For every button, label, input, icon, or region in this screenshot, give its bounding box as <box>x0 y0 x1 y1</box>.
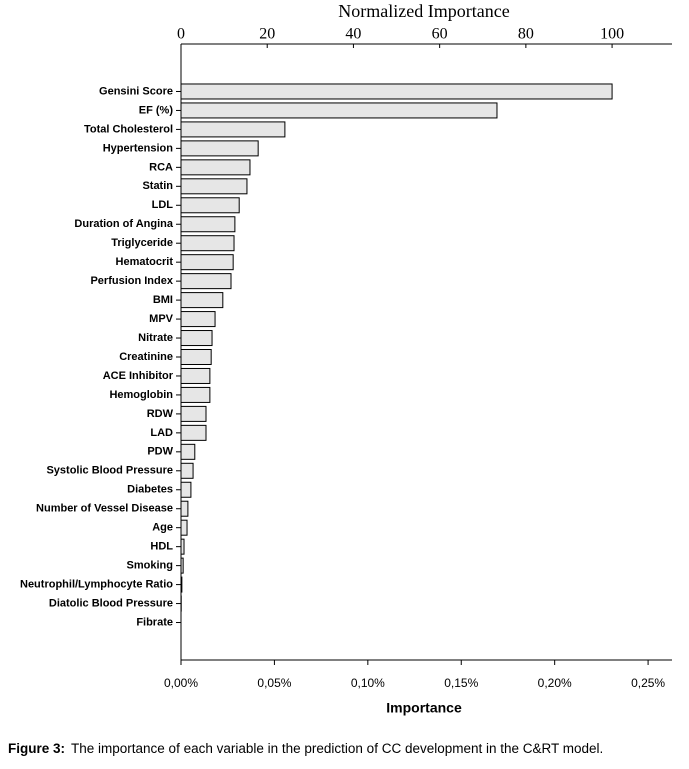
bar <box>181 103 497 118</box>
bar <box>181 217 235 232</box>
y-tick-label: Nitrate <box>138 332 173 344</box>
bar <box>181 122 285 137</box>
y-tick-label: ACE Inhibitor <box>103 370 174 382</box>
bar <box>181 350 211 365</box>
y-tick-label: Age <box>152 522 173 534</box>
y-tick-label: Hypertension <box>103 142 174 154</box>
bar <box>181 444 195 459</box>
y-tick-label: Hemoglobin <box>109 389 173 401</box>
x-tick-label: 60 <box>432 26 448 43</box>
y-tick-label: Fibrate <box>136 616 173 628</box>
bar <box>181 236 234 251</box>
y-tick-label: HDL <box>150 541 173 553</box>
caption-label: Figure 3: <box>8 741 65 756</box>
x-axis-label: Importance <box>386 700 462 716</box>
x-tick-label: 0 <box>177 26 185 43</box>
bar <box>181 160 250 175</box>
caption: Figure 3: The importance of each variable… <box>8 741 603 756</box>
y-tick-label: Perfusion Index <box>90 275 173 287</box>
x2-tick-label: 0,20% <box>538 676 572 690</box>
y-tick-label: Smoking <box>127 560 173 572</box>
x-tick-label: 40 <box>345 26 361 43</box>
y-tick-label: Gensini Score <box>99 85 173 97</box>
y-tick-label: RDW <box>147 408 174 420</box>
y-tick-label: BMI <box>153 294 173 306</box>
y-tick-label: Number of Vessel Disease <box>36 503 173 515</box>
y-tick-label: Diatolic Blood Pressure <box>49 597 173 609</box>
bar <box>181 255 233 270</box>
bar <box>181 520 187 535</box>
y-tick-label: Triglyceride <box>111 237 173 249</box>
bar <box>181 198 239 213</box>
y-tick-label: RCA <box>149 161 173 173</box>
y-tick-label: Duration of Angina <box>74 218 173 230</box>
x2-tick-label: 0,25% <box>631 676 665 690</box>
bar <box>181 293 223 308</box>
bar <box>181 558 183 573</box>
y-tick-label: Total Cholesterol <box>84 123 173 135</box>
x2-tick-label: 0,00% <box>164 676 198 690</box>
bar <box>181 274 231 289</box>
bar <box>181 141 258 156</box>
x-tick-label: 100 <box>600 26 624 43</box>
y-tick-label: Hematocrit <box>116 256 174 268</box>
y-tick-label: EF (%) <box>139 104 174 116</box>
y-tick-label: Systolic Blood Pressure <box>46 465 173 477</box>
y-tick-label: PDW <box>147 446 173 458</box>
y-tick-label: Diabetes <box>127 484 173 496</box>
y-tick-label: LAD <box>150 427 173 439</box>
bar <box>181 425 206 440</box>
x2-tick-label: 0,10% <box>351 676 385 690</box>
x2-tick-label: 0,15% <box>444 676 478 690</box>
bar <box>181 84 612 99</box>
bar <box>181 463 193 478</box>
y-tick-label: Neutrophil/Lymphocyte Ratio <box>20 578 173 590</box>
bar <box>181 368 210 383</box>
x2-tick-label: 0,05% <box>257 676 291 690</box>
bar <box>181 312 215 327</box>
bar <box>181 387 210 402</box>
y-tick-label: Statin <box>142 180 173 192</box>
y-tick-label: MPV <box>149 313 174 325</box>
bar <box>181 482 191 497</box>
bar <box>181 501 188 516</box>
y-tick-label: Creatinine <box>119 351 173 363</box>
x-tick-label: 20 <box>259 26 275 43</box>
bar <box>181 406 206 421</box>
caption-text: The importance of each variable in the p… <box>71 741 603 756</box>
y-tick-label: LDL <box>152 199 174 211</box>
bar <box>181 179 247 194</box>
chart-title: Normalized Importance <box>338 1 509 21</box>
bar <box>181 577 182 592</box>
x-tick-label: 80 <box>518 26 534 43</box>
bar <box>181 539 184 554</box>
bar <box>181 331 212 346</box>
